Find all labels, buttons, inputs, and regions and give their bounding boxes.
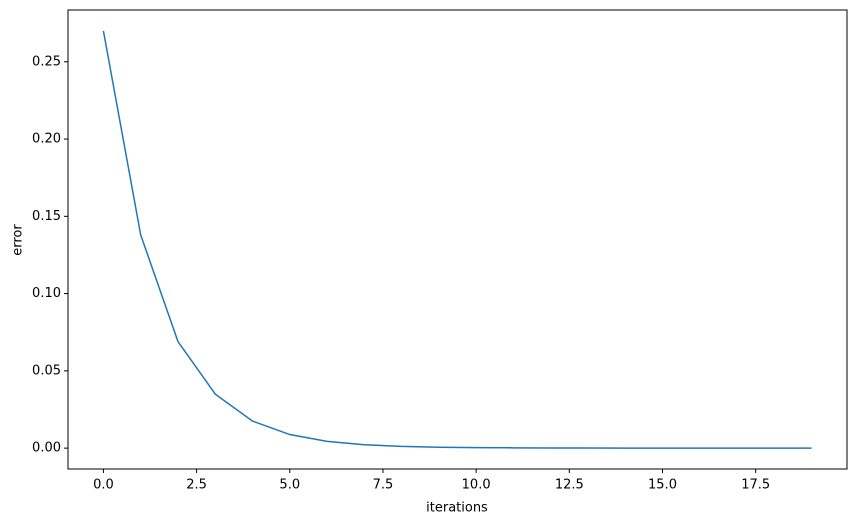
- y-axis-label: error: [11, 224, 26, 256]
- x-tick-label: 17.5: [741, 478, 770, 493]
- y-tick-label: 0.10: [32, 286, 61, 301]
- x-tick-label: 10.0: [462, 478, 491, 493]
- y-tick-label: 0.00: [32, 441, 61, 456]
- x-tick-label: 7.5: [373, 478, 394, 493]
- axes-frame: [67, 9, 848, 470]
- y-tick-label: 0.20: [32, 132, 61, 147]
- y-tick-label: 0.25: [32, 54, 61, 69]
- y-tick-label: 0.15: [32, 209, 61, 224]
- y-tick-label: 0.05: [32, 363, 61, 378]
- x-axis-label: iterations: [426, 501, 488, 516]
- x-tick-label: 15.0: [648, 478, 677, 493]
- x-tick-label: 12.5: [555, 478, 584, 493]
- x-tick-label: 2.5: [186, 478, 207, 493]
- line-series: [102, 30, 812, 449]
- x-tick-label: 0.0: [93, 478, 114, 493]
- x-tick-label: 5.0: [279, 478, 300, 493]
